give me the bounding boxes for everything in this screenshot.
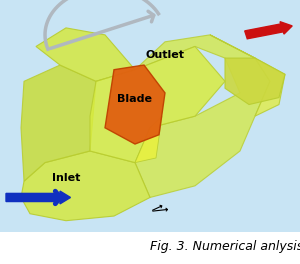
Polygon shape: [210, 35, 285, 116]
Polygon shape: [21, 151, 150, 221]
Polygon shape: [36, 28, 135, 81]
Text: Inlet: Inlet: [52, 173, 80, 183]
Polygon shape: [21, 65, 96, 181]
Polygon shape: [225, 58, 285, 105]
Polygon shape: [135, 116, 162, 163]
Polygon shape: [105, 65, 165, 144]
FancyArrow shape: [6, 191, 70, 204]
FancyArrow shape: [245, 22, 292, 39]
Polygon shape: [96, 35, 270, 197]
Text: Fig. 3. Numerical anlysis domain.: Fig. 3. Numerical anlysis domain.: [150, 240, 300, 253]
Text: Outlet: Outlet: [146, 50, 184, 60]
Text: Blade: Blade: [118, 94, 152, 104]
Polygon shape: [90, 46, 225, 163]
